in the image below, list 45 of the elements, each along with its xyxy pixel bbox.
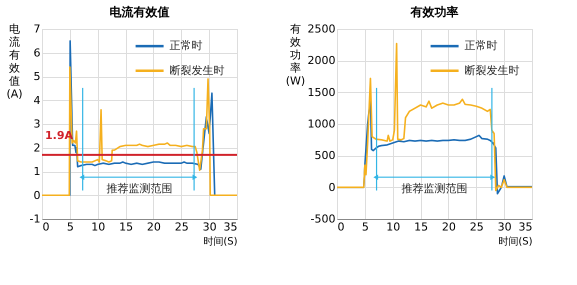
- y-tick-label: 2: [34, 141, 40, 154]
- x-tick-label: 5: [362, 220, 369, 234]
- x-tick-label: 15: [414, 220, 428, 234]
- x-tick-label: 15: [119, 220, 134, 234]
- annotation: 推荐监测范围: [402, 182, 468, 195]
- x-tick-label: 10: [386, 220, 400, 234]
- y-tick-label: 500: [314, 149, 336, 162]
- y-tick-label: 2000: [308, 54, 336, 68]
- y-tick-label: -1: [30, 212, 40, 226]
- y-tick-label: 0: [328, 180, 336, 194]
- y-tick-label: 2500: [308, 22, 336, 36]
- y-axis-title: 有效功率(W): [286, 22, 306, 88]
- x-tick-label: 35: [224, 220, 238, 234]
- x-tick-label: 0: [42, 220, 50, 234]
- x-axis-title: 时间(S): [203, 236, 238, 248]
- chart-title: 有效功率: [410, 5, 458, 19]
- y-tick-label: 3: [34, 118, 40, 130]
- y-tick-label: 0: [34, 188, 40, 202]
- annotation: 推荐监测范围: [106, 182, 172, 195]
- y-tick-label: 5: [34, 70, 40, 83]
- legend-label: 断裂发生时: [464, 64, 520, 77]
- x-tick-label: 0: [338, 220, 344, 234]
- y-axis-title: 电流有效值(A): [6, 22, 23, 100]
- x-tick-label: 30: [202, 220, 217, 234]
- y-tick-label: 4: [34, 94, 40, 107]
- x-tick-label: 35: [518, 220, 532, 234]
- x-tick-label: 25: [470, 220, 484, 234]
- x-tick-label: 20: [146, 220, 161, 234]
- y-tick-label: 1: [34, 165, 40, 178]
- x-axis-title: 时间(S): [498, 236, 533, 248]
- chart-title: 电流有效值: [110, 5, 170, 19]
- x-tick-label: 25: [174, 220, 189, 234]
- y-tick-label: -500: [310, 212, 336, 226]
- legend-label: 正常时: [464, 39, 498, 52]
- y-tick-label: 7: [34, 22, 40, 36]
- legend-label: 断裂发生时: [170, 64, 225, 77]
- y-tick-label: 6: [34, 46, 40, 60]
- x-tick-label: 5: [66, 220, 74, 234]
- line-series: [41, 66, 238, 196]
- x-tick-label: 30: [498, 220, 512, 234]
- legend-label: 正常时: [170, 39, 203, 52]
- y-tick-label: 1500: [308, 86, 336, 99]
- y-tick-label: 1000: [308, 118, 336, 130]
- x-tick-label: 20: [442, 220, 456, 234]
- x-tick-label: 10: [91, 220, 106, 234]
